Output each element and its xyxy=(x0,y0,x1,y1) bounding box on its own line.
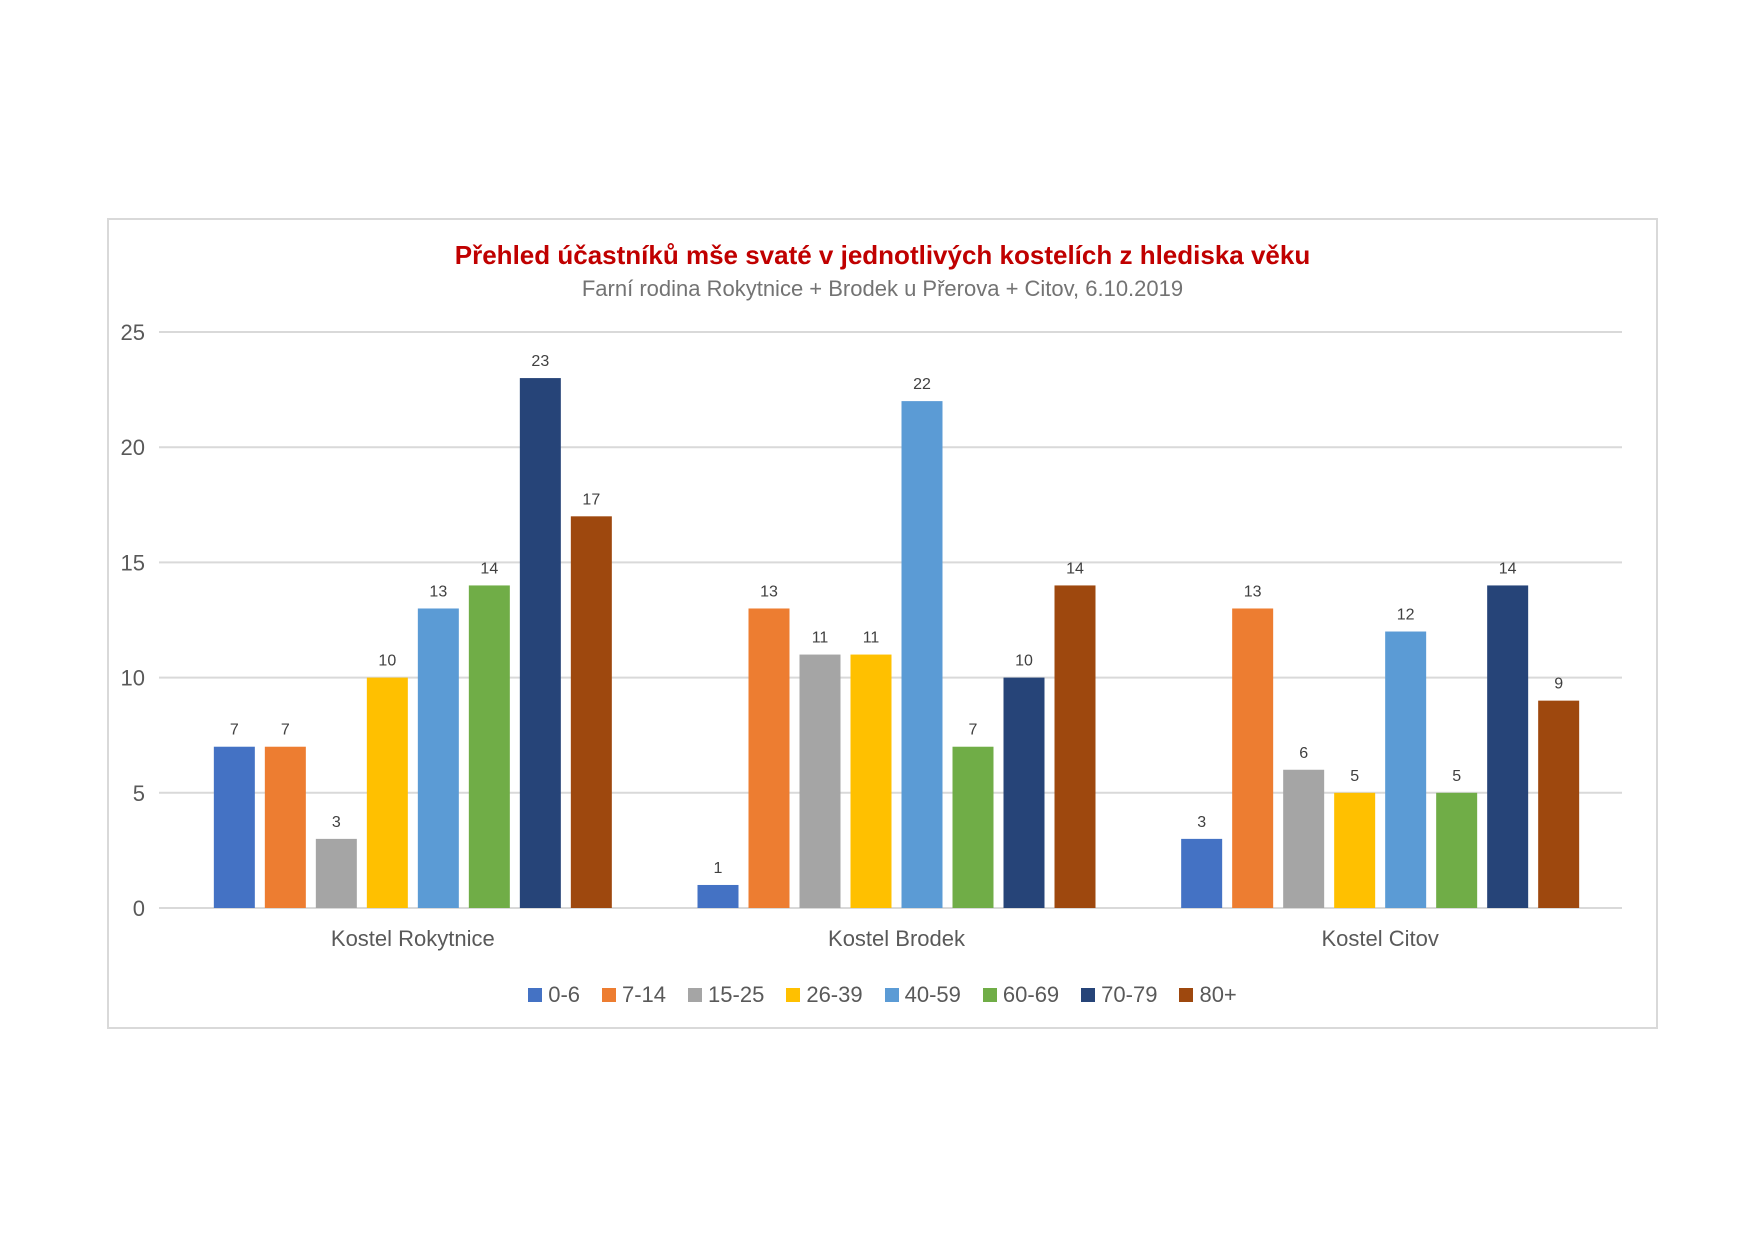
legend-label: 40-59 xyxy=(904,982,961,1007)
chart-title: Přehled účastníků mše svaté v jednotlivý… xyxy=(454,240,1311,270)
x-category-label: Kostel Rokytnice xyxy=(331,926,495,951)
legend-label: 70-79 xyxy=(1101,982,1158,1007)
data-label: 22 xyxy=(913,376,931,393)
bar-80+ xyxy=(1538,700,1580,908)
data-label: 14 xyxy=(1499,560,1517,577)
data-label: 5 xyxy=(1452,768,1461,785)
data-label: 10 xyxy=(1015,653,1033,670)
legend-item: 0-6 xyxy=(528,982,580,1008)
y-tick-label: 20 xyxy=(121,435,145,460)
x-category-label: Kostel Citov xyxy=(1321,926,1438,951)
data-label: 12 xyxy=(1397,607,1415,624)
data-label: 14 xyxy=(1066,560,1084,577)
data-label: 23 xyxy=(531,353,549,370)
data-label: 10 xyxy=(378,653,396,670)
data-label: 3 xyxy=(1197,814,1206,831)
legend-item: 60-69 xyxy=(982,982,1060,1008)
bar-7-14 xyxy=(264,746,306,908)
bar-70-79 xyxy=(1487,585,1529,908)
bar-60-69 xyxy=(468,585,510,908)
data-label: 7 xyxy=(230,722,239,739)
y-tick-label: 5 xyxy=(133,781,145,806)
bar-15-25 xyxy=(1283,769,1325,908)
bar-40-59 xyxy=(417,608,459,908)
bar-0-6 xyxy=(213,746,255,908)
legend-label: 80+ xyxy=(1199,982,1237,1007)
data-label: 9 xyxy=(1554,676,1563,693)
legend-item: 70-79 xyxy=(1081,982,1157,1008)
data-label: 13 xyxy=(760,583,778,600)
legend-item: 7-14 xyxy=(602,982,666,1008)
legend-swatch xyxy=(884,988,899,1002)
data-label: 7 xyxy=(969,722,978,739)
chart-subtitle: Farní rodina Rokytnice + Brodek u Přerov… xyxy=(581,276,1184,301)
y-tick-label: 15 xyxy=(121,550,145,575)
data-label: 11 xyxy=(812,630,829,647)
y-tick-label: 10 xyxy=(121,666,145,691)
bar-0-6 xyxy=(697,884,739,908)
bar-15-25 xyxy=(315,838,357,908)
bar-40-59 xyxy=(1385,631,1427,908)
legend-swatch xyxy=(982,988,997,1002)
chart-frame: Přehled účastníků mše svaté v jednotlivý… xyxy=(107,218,1658,1029)
legend-swatch xyxy=(1179,988,1194,1002)
bar-15-25 xyxy=(799,654,841,908)
bar-40-59 xyxy=(901,401,943,908)
legend-label: 26-39 xyxy=(806,982,863,1007)
legend-label: 60-69 xyxy=(1002,982,1060,1007)
bar-80+ xyxy=(1054,585,1096,908)
bar-26-39 xyxy=(850,654,892,908)
legend-label: 15-25 xyxy=(708,982,765,1007)
legend-item: 15-25 xyxy=(688,982,764,1008)
bar-26-39 xyxy=(1334,792,1376,908)
bar-70-79 xyxy=(1003,677,1045,908)
y-tick-label: 0 xyxy=(133,896,145,921)
bar-0-6 xyxy=(1181,838,1223,908)
data-label: 13 xyxy=(429,583,447,600)
bar-60-69 xyxy=(1436,792,1478,908)
bar-26-39 xyxy=(366,677,408,908)
data-label: 11 xyxy=(863,630,880,647)
y-tick-label: 25 xyxy=(121,320,145,345)
legend-item: 40-59 xyxy=(884,982,961,1008)
data-label: 17 xyxy=(582,491,600,508)
legend: 0-6 7-14 15-25 26-39 40-59 60-69 70-79 80+ xyxy=(109,982,1656,1008)
data-label: 14 xyxy=(480,560,498,577)
data-label: 3 xyxy=(332,814,341,831)
legend-item: 80+ xyxy=(1179,982,1237,1008)
legend-label: 0-6 xyxy=(548,982,580,1007)
legend-swatch xyxy=(1081,988,1096,1002)
legend-label: 7-14 xyxy=(622,982,667,1007)
data-label: 13 xyxy=(1244,583,1262,600)
data-label: 5 xyxy=(1350,768,1359,785)
data-label: 6 xyxy=(1299,745,1308,762)
legend-swatch xyxy=(786,988,801,1002)
legend-swatch xyxy=(602,988,616,1002)
legend-item: 26-39 xyxy=(786,982,863,1008)
bar-70-79 xyxy=(519,378,561,908)
bar-7-14 xyxy=(1232,608,1274,908)
x-category-label: Kostel Brodek xyxy=(828,926,966,951)
legend-swatch xyxy=(688,988,703,1002)
bar-80+ xyxy=(570,516,612,908)
data-label: 1 xyxy=(714,860,723,877)
bar-60-69 xyxy=(952,746,994,908)
bar-7-14 xyxy=(748,608,790,908)
legend-swatch xyxy=(528,988,543,1002)
data-label: 7 xyxy=(281,722,290,739)
